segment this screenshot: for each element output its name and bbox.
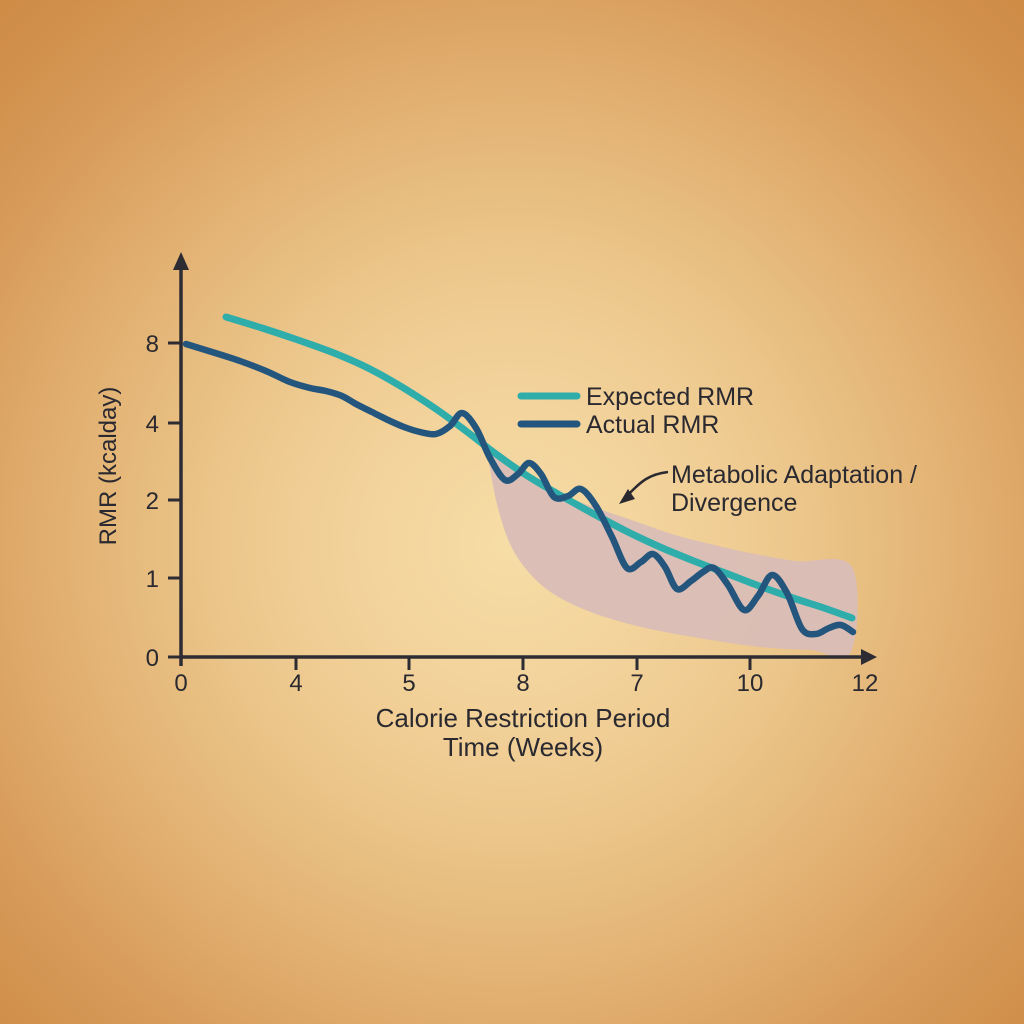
y-axis-title: RMR (kcalday): [95, 387, 122, 546]
series-curves: [182, 313, 857, 638]
annotation-arrowhead-icon: [619, 489, 635, 504]
annotation-arrow: [627, 470, 669, 496]
series-line-expected-rmr: [222, 313, 856, 622]
legend-label-expected: Expected RMR: [586, 383, 754, 411]
annotation-line1: Metabolic Adaptation /: [671, 461, 917, 489]
y-tick-label: 2: [146, 488, 159, 515]
x-tick-label: 5: [402, 670, 415, 697]
legend: Expected RMR Actual RMR: [517, 383, 754, 439]
y-tick-label: 4: [146, 411, 159, 438]
series-line-actual-rmr: [182, 340, 857, 638]
x-tick-label: 8: [516, 670, 529, 697]
x-tick-label: 10: [737, 670, 764, 697]
y-tick-label: 0: [146, 645, 159, 672]
annotation-metabolic-adaptation: Metabolic Adaptation / Divergence: [619, 461, 917, 517]
x-axis-arrowhead-icon: [861, 649, 877, 665]
y-tick-label: 8: [146, 331, 159, 358]
x-tick-label: 4: [289, 670, 302, 697]
legend-label-actual: Actual RMR: [586, 411, 719, 439]
y-tick-label: 1: [146, 566, 159, 593]
annotation-line2: Divergence: [671, 489, 797, 517]
x-tick-label: 0: [174, 670, 187, 697]
x-tick-label: 12: [852, 670, 879, 697]
x-tick-label: 7: [630, 670, 643, 697]
x-axis-title-line1: Calorie Restriction Period: [376, 703, 671, 733]
y-axis-arrowhead-icon: [173, 252, 189, 270]
x-axis-title-line2: Time (Weeks): [443, 732, 603, 762]
